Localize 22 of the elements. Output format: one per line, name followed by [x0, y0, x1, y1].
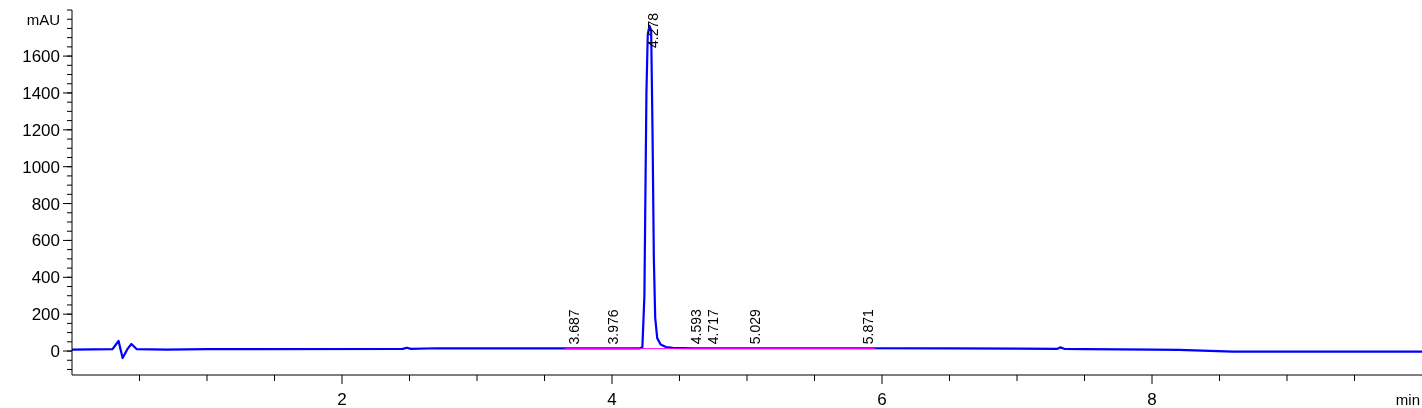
annotation: 3.687: [565, 309, 582, 345]
x-tick-label: 6: [877, 390, 887, 408]
y-axis-title: mAU: [26, 11, 60, 29]
y-tick-label: 1200: [22, 120, 60, 140]
x-axis-title: min: [1395, 391, 1420, 408]
annotation: 3.976: [604, 309, 621, 345]
y-tick-label: 400: [31, 268, 60, 288]
y-tick-label: 1600: [22, 47, 60, 67]
y-tick-label: 800: [31, 194, 60, 214]
y-tick-label: 0: [50, 341, 60, 361]
annotation: 5.029: [746, 309, 763, 345]
y-tick-label: 1000: [22, 157, 60, 177]
y-tick-label: 1400: [22, 83, 60, 103]
x-tick-label: 2: [337, 390, 347, 408]
annotation: 4.278: [645, 12, 662, 48]
annotation: 5.871: [860, 309, 877, 345]
annotation: 4.593: [687, 309, 704, 345]
y-tick-label: 600: [31, 231, 60, 251]
x-tick-label: 4: [607, 390, 617, 408]
x-tick-label: 8: [1147, 390, 1157, 408]
annotation: 4.717: [704, 309, 721, 345]
y-tick-label: 200: [31, 305, 60, 325]
